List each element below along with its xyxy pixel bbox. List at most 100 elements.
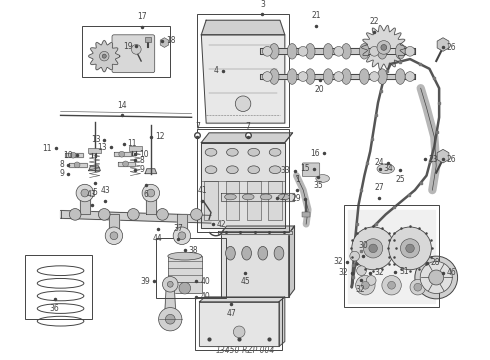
Ellipse shape xyxy=(316,175,329,183)
Ellipse shape xyxy=(205,166,217,174)
Circle shape xyxy=(263,72,272,81)
Ellipse shape xyxy=(342,69,351,84)
Text: 9: 9 xyxy=(60,169,65,178)
Polygon shape xyxy=(61,211,211,223)
Bar xyxy=(269,181,282,220)
FancyBboxPatch shape xyxy=(302,163,320,176)
Circle shape xyxy=(298,46,308,56)
Bar xyxy=(344,205,439,307)
Text: 10: 10 xyxy=(139,150,149,159)
Text: 17: 17 xyxy=(137,12,147,21)
Polygon shape xyxy=(89,166,100,171)
Circle shape xyxy=(429,270,444,285)
Polygon shape xyxy=(220,193,294,201)
Polygon shape xyxy=(220,234,289,297)
Polygon shape xyxy=(218,231,292,234)
Circle shape xyxy=(369,244,377,253)
Circle shape xyxy=(131,45,141,54)
Circle shape xyxy=(147,189,155,197)
Text: 32: 32 xyxy=(374,268,384,277)
Circle shape xyxy=(369,72,379,81)
Text: 31: 31 xyxy=(399,267,409,276)
Text: 40: 40 xyxy=(200,292,210,301)
Text: 37: 37 xyxy=(173,224,183,233)
Circle shape xyxy=(400,239,419,258)
Polygon shape xyxy=(89,41,120,72)
Polygon shape xyxy=(145,169,157,174)
Polygon shape xyxy=(199,302,279,346)
Bar xyxy=(247,181,261,220)
Polygon shape xyxy=(146,193,156,215)
Ellipse shape xyxy=(225,247,235,260)
Circle shape xyxy=(166,314,175,324)
Polygon shape xyxy=(201,133,293,143)
Ellipse shape xyxy=(226,148,238,156)
Ellipse shape xyxy=(224,194,236,200)
Ellipse shape xyxy=(287,44,297,59)
Ellipse shape xyxy=(377,44,387,59)
Circle shape xyxy=(367,275,376,285)
Circle shape xyxy=(414,283,422,291)
Text: 11: 11 xyxy=(42,144,52,153)
Ellipse shape xyxy=(323,69,333,84)
Circle shape xyxy=(362,282,369,289)
Ellipse shape xyxy=(377,69,387,84)
Circle shape xyxy=(263,46,272,56)
Text: 24: 24 xyxy=(374,158,384,167)
Text: 41: 41 xyxy=(197,186,207,195)
Polygon shape xyxy=(201,20,285,35)
Ellipse shape xyxy=(305,69,315,84)
Circle shape xyxy=(99,51,109,61)
Circle shape xyxy=(357,266,367,275)
Ellipse shape xyxy=(226,166,238,174)
Ellipse shape xyxy=(270,166,281,174)
Text: 35: 35 xyxy=(313,181,323,190)
Bar xyxy=(145,37,151,42)
Text: 4: 4 xyxy=(214,66,219,75)
Polygon shape xyxy=(260,74,415,80)
Text: 30: 30 xyxy=(359,241,368,250)
Bar xyxy=(88,148,101,153)
Circle shape xyxy=(405,72,415,81)
Ellipse shape xyxy=(305,44,315,59)
Bar xyxy=(204,181,218,220)
Polygon shape xyxy=(80,193,90,215)
Text: 10: 10 xyxy=(64,151,73,160)
Polygon shape xyxy=(362,26,406,69)
Circle shape xyxy=(410,279,425,295)
Ellipse shape xyxy=(377,164,394,174)
Circle shape xyxy=(350,251,360,261)
Circle shape xyxy=(142,184,160,202)
Circle shape xyxy=(122,161,128,167)
Text: 5: 5 xyxy=(92,188,97,197)
Text: 43: 43 xyxy=(100,186,110,195)
Bar xyxy=(156,238,225,298)
Ellipse shape xyxy=(243,194,254,200)
Text: 2: 2 xyxy=(281,193,286,202)
Ellipse shape xyxy=(395,69,405,84)
Text: 25: 25 xyxy=(395,175,405,184)
Text: 11: 11 xyxy=(127,139,137,148)
Circle shape xyxy=(179,282,191,294)
Bar xyxy=(302,212,310,217)
Text: 28: 28 xyxy=(430,258,440,267)
Polygon shape xyxy=(348,210,435,303)
Text: 14: 14 xyxy=(117,100,126,109)
Circle shape xyxy=(334,46,343,56)
Ellipse shape xyxy=(359,69,369,84)
Ellipse shape xyxy=(270,44,279,59)
Bar xyxy=(128,147,142,151)
Text: 19: 19 xyxy=(123,42,132,51)
Text: 44: 44 xyxy=(153,234,163,243)
Text: 46: 46 xyxy=(447,268,457,277)
Bar xyxy=(196,297,282,350)
Text: 34: 34 xyxy=(384,164,393,173)
Text: 9: 9 xyxy=(139,165,144,174)
Circle shape xyxy=(381,45,387,50)
Text: 32: 32 xyxy=(338,268,348,277)
Circle shape xyxy=(105,227,122,244)
Text: 22: 22 xyxy=(369,17,379,26)
Polygon shape xyxy=(114,152,131,156)
Text: 3: 3 xyxy=(260,0,265,9)
Polygon shape xyxy=(66,153,83,157)
